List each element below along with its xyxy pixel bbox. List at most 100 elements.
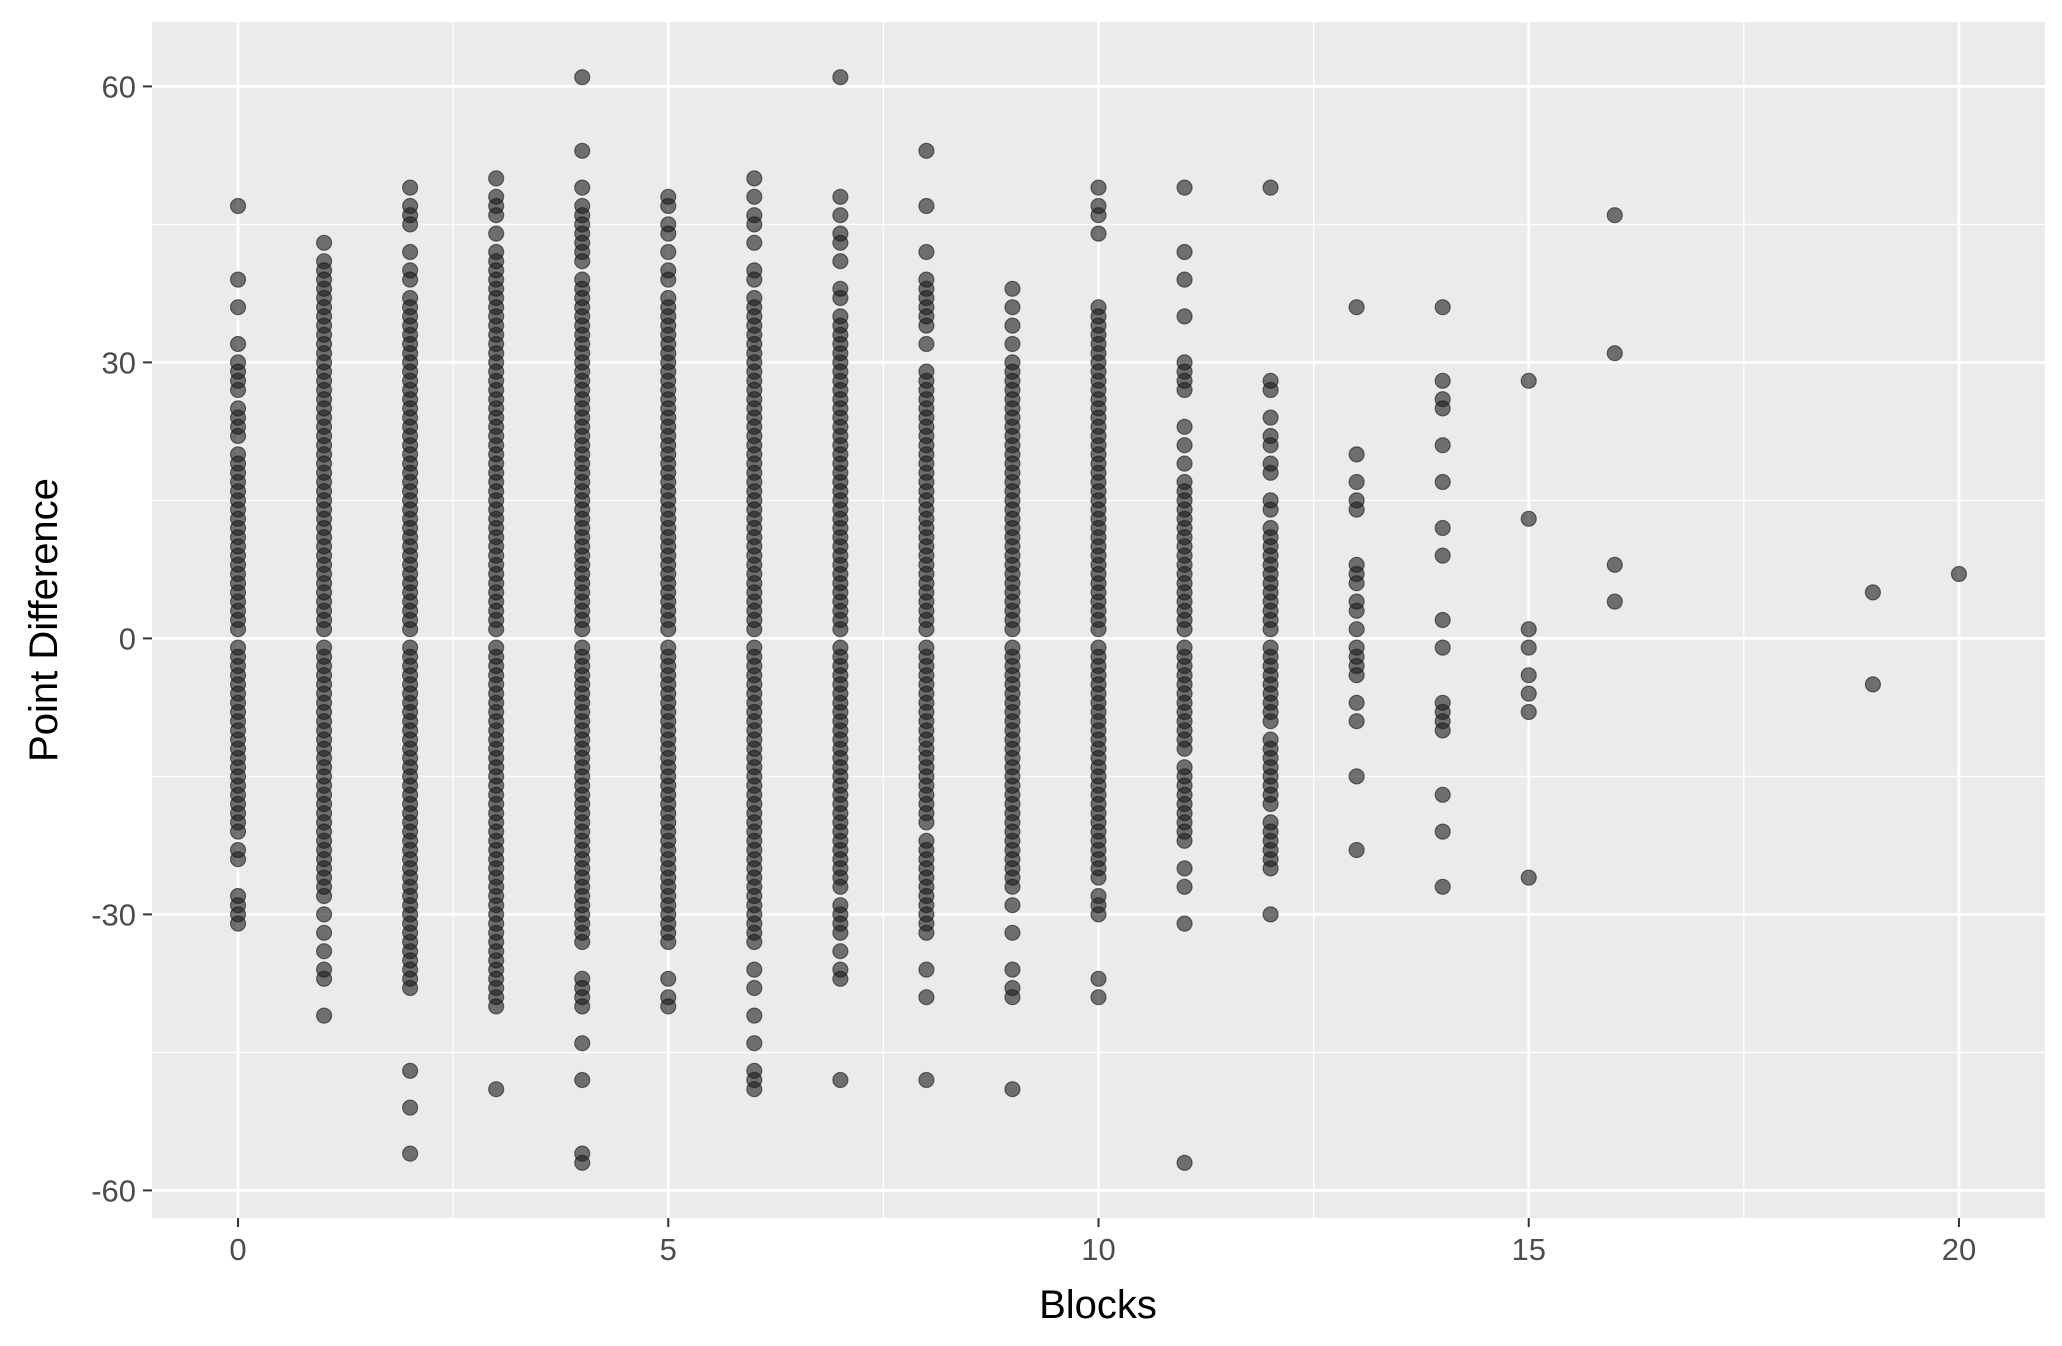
data-point (1004, 280, 1021, 297)
data-point (1348, 768, 1365, 785)
data-point (1434, 639, 1451, 656)
data-point (1262, 381, 1279, 399)
data-point (1176, 271, 1193, 288)
data-point (1176, 179, 1193, 196)
data-point (229, 197, 247, 215)
data-point (229, 823, 247, 840)
data-point (1520, 667, 1537, 684)
data-point (1348, 473, 1365, 491)
data-point (1176, 243, 1193, 261)
data-point (1004, 961, 1021, 978)
data-point (574, 933, 591, 951)
data-point (402, 216, 419, 233)
data-point (918, 621, 935, 638)
data-point (1434, 611, 1451, 629)
x-axis-title: Blocks (1039, 1283, 1157, 1327)
data-point (1090, 207, 1107, 224)
data-point (746, 1007, 763, 1024)
data-point (832, 924, 849, 941)
data-point (1348, 299, 1365, 316)
data-point (1606, 593, 1623, 610)
data-point (315, 906, 333, 923)
data-point (1262, 860, 1279, 877)
data-point (574, 253, 591, 270)
x-axis-ticks: 0 5 10 15 20 (229, 1218, 1976, 1267)
data-point (660, 271, 677, 288)
data-point (402, 271, 419, 288)
data-point (1004, 897, 1021, 914)
data-point (746, 271, 763, 288)
y-tick-label: 60 (102, 69, 136, 104)
data-point (1864, 676, 1882, 693)
data-point (1262, 179, 1279, 196)
data-point (918, 317, 935, 334)
data-point (1176, 455, 1193, 472)
data-point (1606, 207, 1623, 224)
data-point (1176, 381, 1193, 399)
data-point (1520, 621, 1537, 638)
data-point (402, 621, 419, 638)
data-point (746, 170, 763, 187)
data-point (1262, 409, 1279, 426)
data-point (229, 271, 247, 288)
data-point (229, 299, 247, 316)
data-point (1262, 501, 1279, 518)
data-point (746, 234, 763, 251)
data-point (660, 933, 677, 951)
data-point (918, 142, 935, 159)
data-point (1348, 667, 1365, 684)
data-point (574, 1035, 591, 1052)
data-point (1348, 713, 1365, 730)
data-point (1434, 786, 1451, 803)
data-point (402, 1145, 419, 1162)
data-point (918, 197, 935, 215)
data-point (1434, 878, 1451, 895)
data-point (832, 69, 849, 86)
data-point (1004, 924, 1021, 941)
data-point (1348, 621, 1365, 638)
data-point (574, 621, 591, 638)
data-point (229, 851, 247, 868)
data-point (918, 989, 935, 1006)
data-point (402, 179, 419, 196)
data-point (1090, 906, 1107, 923)
y-tick-label: -60 (91, 1173, 136, 1208)
data-point (832, 970, 849, 987)
x-tick-label: 5 (660, 1232, 677, 1267)
data-point (488, 1081, 505, 1098)
data-point (1520, 685, 1537, 702)
data-point (832, 1071, 849, 1089)
data-point (746, 188, 763, 205)
data-point (229, 335, 247, 353)
data-point (660, 197, 677, 215)
data-point (1606, 556, 1623, 573)
data-point (402, 243, 419, 261)
y-axis-ticks: -60 -30 0 30 60 (91, 69, 152, 1208)
data-point (229, 621, 247, 638)
data-point (1434, 400, 1451, 417)
data-point (832, 207, 849, 224)
data-points (229, 69, 1968, 1171)
data-point (1090, 989, 1107, 1006)
data-point (1520, 869, 1537, 886)
data-point (1520, 703, 1537, 721)
x-tick-label: 10 (1081, 1232, 1115, 1267)
data-point (1434, 473, 1451, 491)
data-point (315, 943, 333, 960)
data-point (315, 621, 333, 638)
data-point (918, 924, 935, 941)
data-point (315, 970, 333, 987)
data-point (488, 207, 505, 224)
data-point (1004, 299, 1021, 316)
data-point (1262, 795, 1279, 813)
data-point (1434, 299, 1451, 316)
data-point (746, 1035, 763, 1052)
data-point (832, 188, 849, 205)
data-point (574, 179, 591, 196)
data-point (1004, 317, 1021, 334)
data-point (746, 621, 763, 638)
data-point (1434, 437, 1451, 454)
data-point (574, 1154, 591, 1171)
data-point (1434, 519, 1451, 537)
y-axis-title: Point Difference (22, 478, 66, 762)
